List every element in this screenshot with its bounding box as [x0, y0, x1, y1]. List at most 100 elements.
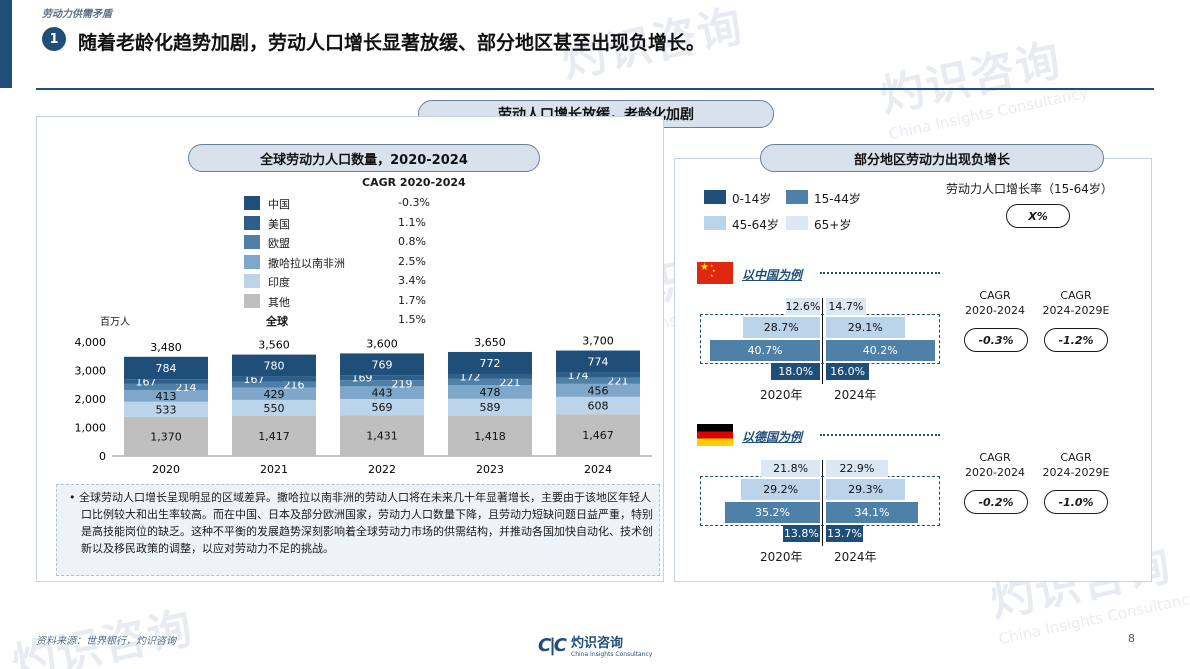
watermark: 灼识咨询	[7, 602, 199, 669]
bar-total-label: 3,480	[150, 341, 182, 354]
bar-segment	[124, 401, 208, 417]
legend-swatch	[786, 190, 808, 204]
x-tick-label: 2023	[476, 463, 504, 476]
bar-total-label: 3,600	[366, 337, 398, 350]
y-tick-label: 1,000	[75, 422, 107, 435]
stacked-bar-chart: 01,0002,0003,0004,0001,37053341321416778…	[75, 335, 652, 476]
bar-segment	[124, 383, 208, 390]
cagr-col-header: CAGR 2024-2029E	[1042, 451, 1110, 479]
pyramid-bar-2024: 13.7%	[826, 525, 863, 542]
bar-value-label: 533	[156, 403, 177, 416]
pyramid-bar-2020: 28.7%	[742, 317, 820, 338]
pyramid-bar-2024: 29.1%	[826, 317, 905, 338]
legend-swatch	[704, 216, 726, 230]
bar-segment	[340, 415, 424, 456]
pyramid-bar-2020: 13.8%	[782, 525, 820, 542]
y-tick-label: 0	[99, 450, 106, 463]
legend-swatch	[244, 254, 260, 269]
chart-unit-label: 百万人	[100, 317, 130, 328]
bar-total-label: 3,700	[582, 335, 614, 348]
germany-flag-icon	[697, 424, 733, 446]
bar-segment	[340, 375, 424, 381]
country-example-title: 以德国为例	[742, 430, 803, 444]
bar-value-label: 1,370	[150, 430, 182, 443]
bar-value-label: 589	[480, 401, 501, 414]
pyramid-bar-2020: 29.2%	[741, 479, 820, 500]
bar-value-label: 1,467	[582, 429, 614, 442]
bar-segment	[124, 416, 208, 456]
bar-segment	[448, 373, 532, 379]
legend-global-cagr: 1.5%	[398, 313, 426, 326]
bar-segment	[448, 385, 532, 399]
bar-value-label: 780	[264, 360, 285, 373]
legend-cagr: -0.3%	[398, 196, 430, 209]
bar-segment	[556, 396, 640, 415]
bar-value-label: 413	[156, 390, 177, 403]
bar-value-label: 769	[372, 358, 393, 371]
growth-rate-label: 劳动力人口增长率（15-64岁）	[946, 182, 1113, 196]
bar-total-label: 3,650	[474, 336, 506, 349]
pyramid-bar-2020: 40.7%	[710, 340, 820, 361]
legend-swatch	[244, 215, 260, 230]
footer-logo: C|C 灼识咨询 China Insights Consultancy	[538, 632, 653, 659]
legend-cagr: 0.8%	[398, 235, 426, 248]
bar-value-label: 443	[372, 387, 393, 400]
year-label-2020: 2020年	[760, 388, 803, 402]
bar-segment	[556, 377, 640, 384]
source-note: 资料来源：世界银行，灼识咨询	[36, 636, 176, 647]
bar-segment	[232, 381, 316, 388]
x-tick-label: 2022	[368, 463, 396, 476]
bar-segment	[448, 351, 532, 374]
legend-swatch	[704, 190, 726, 204]
dotted-rule	[820, 434, 940, 436]
right-panel-banner: 部分地区劳动力出现负增长	[760, 144, 1104, 172]
bar-value-label: 569	[372, 401, 393, 414]
legend-label: 印度	[268, 276, 290, 289]
bar-segment	[448, 378, 532, 386]
title-number-badge: 1	[42, 27, 66, 51]
legend-cagr: 3.4%	[398, 274, 426, 287]
logo-text: 灼识咨询	[571, 636, 624, 651]
bar-segment	[448, 398, 532, 416]
cagr-col-header: CAGR 2020-2024	[965, 289, 1025, 317]
bar-value-label: 221	[500, 376, 521, 389]
bar-segment	[556, 383, 640, 397]
bar-segment	[232, 415, 316, 456]
bar-value-label: 221	[608, 375, 629, 388]
bar-value-label: 478	[480, 386, 501, 399]
bar-segment	[340, 399, 424, 416]
pyramid-bar-2020: 12.6%	[785, 298, 821, 315]
pyramid-bar-2020: 35.2%	[724, 502, 820, 523]
legend-swatch	[244, 293, 260, 308]
pyramid-bar-2020: 18.0%	[771, 363, 820, 380]
note-text: • 全球劳动人口增长呈现明显的区域差异。撒哈拉以南非洲的劳动人口将在未来几十年显…	[69, 491, 653, 555]
bar-segment	[340, 380, 424, 387]
page-title: 随着老龄化趋势加剧，劳动人口增长显著放缓、部分地区甚至出现负增长。	[78, 32, 706, 54]
legend-swatch	[244, 274, 260, 288]
dotted-rule	[820, 272, 940, 274]
x-tick-label: 2024	[584, 463, 612, 476]
year-label-2024: 2024年	[834, 388, 877, 402]
bar-value-label: 429	[264, 388, 285, 401]
legend-global-label: 全球	[266, 315, 288, 328]
accent-bar	[0, 0, 12, 88]
pyramid-bar-2024: 40.2%	[826, 340, 935, 361]
bar-segment	[124, 356, 208, 380]
breadcrumb: 劳动力供需矛盾	[42, 9, 112, 20]
growth-example-pill: X%	[1006, 204, 1070, 228]
pyramid-bar-2024: 22.9%	[826, 460, 888, 477]
legend-swatch	[244, 196, 260, 210]
year-label-2020: 2020年	[760, 550, 803, 564]
bar-value-label: 1,418	[474, 430, 506, 443]
legend-swatch	[786, 216, 808, 230]
logo-subtext: China Insights Consultancy	[571, 651, 653, 658]
bar-value-label: 1,431	[366, 430, 398, 443]
bar-segment	[232, 399, 316, 416]
x-tick-label: 2020	[152, 463, 180, 476]
bar-segment	[124, 389, 208, 402]
country-example-title: 以中国为例	[742, 268, 803, 282]
cagr-pill-2024-2029: -1.0%	[1044, 490, 1108, 514]
bar-value-label: 608	[588, 400, 609, 413]
cagr-pill-2024-2029: -1.2%	[1044, 328, 1108, 352]
